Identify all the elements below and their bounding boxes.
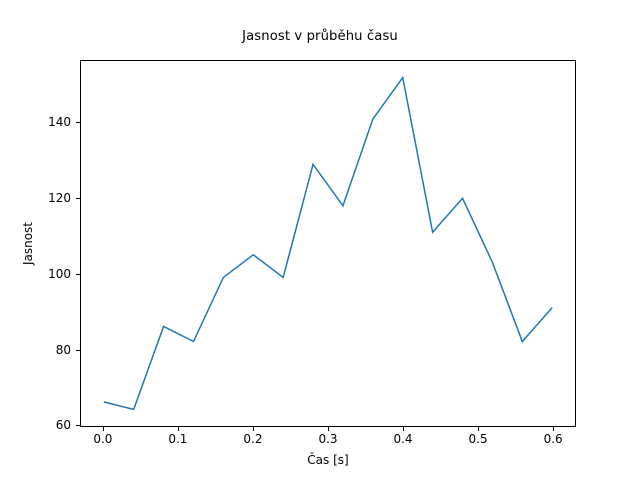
x-axis-label: Čas [s] xyxy=(307,453,349,467)
y-tick-mark xyxy=(76,349,80,351)
x-tick-mark xyxy=(403,427,405,431)
x-tick-label: 0.2 xyxy=(243,432,263,446)
x-tick-mark xyxy=(177,427,179,431)
x-tick-mark xyxy=(328,427,329,431)
y-tick-mark xyxy=(76,273,80,275)
y-tick-label: 60 xyxy=(55,418,71,433)
y-tick-mark xyxy=(76,122,80,124)
chart-title: Jasnost v průběhu času xyxy=(242,29,398,44)
x-tick-label: 0.5 xyxy=(468,432,488,446)
x-tick-label: 0.3 xyxy=(318,432,338,446)
y-tick-label: 80 xyxy=(55,342,71,357)
y-tick-label: 100 xyxy=(48,266,71,281)
x-tick-label: 0.4 xyxy=(393,432,413,446)
x-tick-mark xyxy=(553,427,555,431)
y-tick-label: 140 xyxy=(48,115,71,130)
y-tick-label: 120 xyxy=(48,191,71,205)
x-tick-label: 0.0 xyxy=(93,432,113,446)
plot-area xyxy=(80,60,576,427)
series-line-jasnost xyxy=(104,78,552,410)
data-line-series xyxy=(81,61,575,426)
x-tick-mark xyxy=(252,427,254,431)
x-tick-label: 0.1 xyxy=(168,432,188,446)
y-tick-mark xyxy=(76,425,80,427)
x-tick-mark xyxy=(102,427,104,431)
x-tick-label: 0.6 xyxy=(543,432,563,446)
y-axis-label: Jasnost xyxy=(21,221,35,266)
y-tick-mark xyxy=(76,198,80,199)
x-tick-mark xyxy=(478,427,480,431)
